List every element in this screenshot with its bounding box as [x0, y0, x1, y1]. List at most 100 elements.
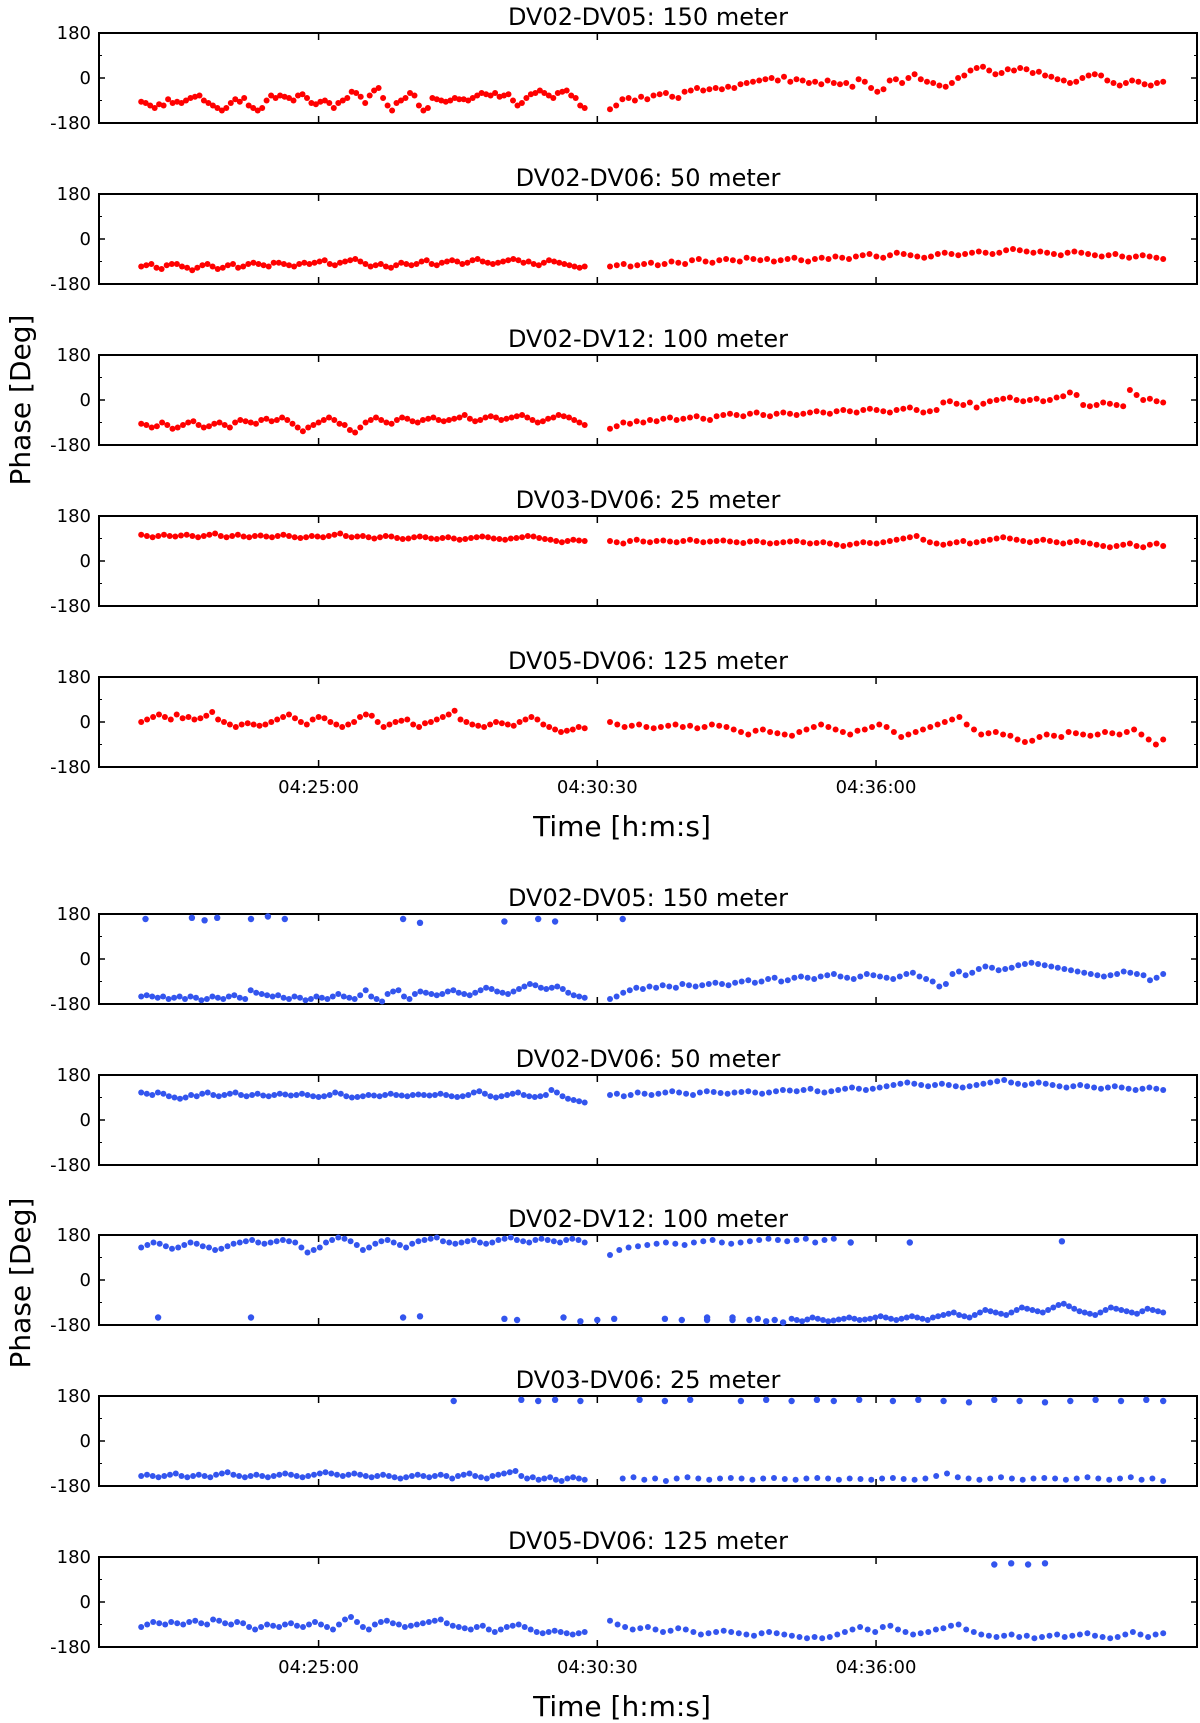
- data-point: [224, 1469, 231, 1476]
- data-point: [733, 539, 740, 546]
- data-point: [662, 90, 669, 96]
- data-point-wrapped: [1160, 1397, 1167, 1405]
- data-point: [526, 981, 533, 987]
- data-point: [392, 719, 399, 725]
- data-point: [179, 715, 186, 722]
- data-point: [861, 726, 868, 733]
- data-point: [477, 417, 484, 423]
- data-point: [173, 711, 180, 718]
- data-point-wrapped: [416, 1313, 424, 1320]
- data-point: [276, 1624, 283, 1630]
- data-point: [895, 1626, 901, 1633]
- data-point: [970, 1629, 977, 1635]
- data-point: [226, 1090, 233, 1097]
- data-point: [1160, 543, 1167, 549]
- data-point: [911, 1080, 918, 1087]
- data-point: [246, 534, 253, 541]
- data-point: [509, 1622, 516, 1629]
- data-point: [1000, 395, 1007, 402]
- data-point: [893, 536, 900, 543]
- data-point: [474, 92, 481, 99]
- data-point: [948, 1622, 954, 1629]
- data-point: [820, 409, 827, 416]
- data-point: [920, 536, 927, 543]
- data-point-wrapped: [501, 1315, 508, 1323]
- data-point: [189, 533, 196, 539]
- data-point: [626, 987, 633, 994]
- data-point: [241, 95, 248, 101]
- data-point: [966, 540, 973, 547]
- data-point: [737, 1239, 744, 1246]
- data-point: [833, 541, 840, 548]
- data-point: [475, 722, 482, 729]
- data-point: [504, 721, 511, 728]
- data-point: [482, 414, 489, 421]
- data-point: [339, 97, 346, 104]
- data-point: [760, 412, 767, 418]
- data-point: [673, 417, 680, 423]
- panel-title: DV02-DV05: 150 meter: [508, 3, 788, 31]
- data-point: [634, 1089, 641, 1096]
- data-point: [399, 414, 406, 421]
- data-point: [221, 719, 227, 725]
- data-point: [1118, 1307, 1125, 1313]
- data-point: [700, 1238, 707, 1245]
- data-point: [1015, 962, 1022, 969]
- data-point: [813, 408, 820, 415]
- data-point: [992, 71, 999, 78]
- data-point: [1116, 731, 1123, 738]
- data-point: [457, 716, 464, 723]
- data-point: [489, 1473, 496, 1479]
- data-point: [576, 993, 583, 1000]
- data-point: [570, 536, 577, 543]
- data-point: [1114, 1634, 1121, 1640]
- data-point: [483, 1475, 490, 1482]
- data-point: [524, 1475, 531, 1482]
- data-point: [420, 1092, 427, 1098]
- data-point: [955, 75, 962, 81]
- data-point: [138, 1244, 145, 1251]
- data-point: [144, 1242, 151, 1248]
- data-point: [523, 95, 530, 101]
- data-point-wrapped: [1117, 1397, 1125, 1405]
- data-point: [705, 981, 712, 987]
- data-point: [357, 424, 364, 431]
- data-point: [948, 80, 955, 86]
- data-point-wrapped: [1067, 1397, 1074, 1405]
- data-point: [1049, 1082, 1056, 1088]
- data-point: [1002, 966, 1009, 972]
- data-point: [893, 1317, 900, 1323]
- data-point: [1097, 1309, 1104, 1316]
- data-point: [926, 408, 933, 415]
- data-point: [804, 974, 811, 981]
- data-point: [713, 538, 720, 544]
- data-point: [474, 256, 481, 262]
- data-point: [403, 1244, 410, 1251]
- data-point: [432, 1092, 438, 1098]
- data-point: [973, 1082, 980, 1088]
- data-point: [253, 989, 260, 996]
- data-point: [781, 73, 787, 80]
- data-point: [1139, 1085, 1146, 1092]
- data-point: [263, 415, 270, 422]
- data-point: [654, 262, 661, 269]
- data-point: [746, 1238, 753, 1245]
- data-point: [386, 721, 393, 728]
- data-point: [300, 1624, 306, 1630]
- data-point: [388, 264, 394, 271]
- data-point: [407, 90, 413, 96]
- data-point: [1106, 544, 1113, 551]
- data-point: [192, 1617, 199, 1624]
- data-point: [569, 1631, 576, 1638]
- data-point: [541, 536, 548, 542]
- data-point: [862, 1087, 869, 1093]
- data-point: [778, 978, 785, 985]
- data-point: [1003, 247, 1010, 254]
- data-point: [1071, 248, 1078, 255]
- data-point: [378, 417, 385, 423]
- data-point: [1139, 252, 1146, 259]
- data-point: [311, 259, 318, 266]
- data-point-wrapped: [399, 1314, 407, 1321]
- data-point: [238, 721, 245, 728]
